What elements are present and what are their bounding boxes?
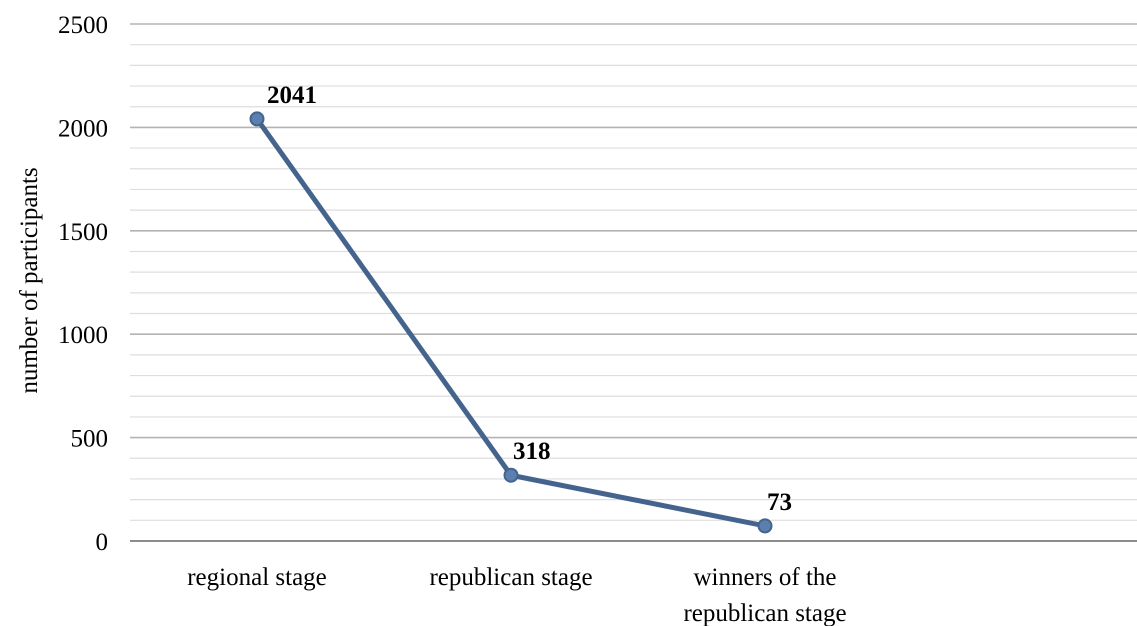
series-line-path <box>254 116 768 529</box>
y-axis-tick-labels: 0 500 1000 1500 2000 2500 <box>58 12 108 556</box>
data-value-label: 73 <box>767 489 792 516</box>
x-category-label: republican stage <box>429 564 592 591</box>
x-category-label-line: regional stage <box>187 564 327 591</box>
y-tick-label: 2500 <box>58 12 108 39</box>
x-axis-category-labels: regional stage republican stage winners of… <box>187 564 846 626</box>
data-labels: 2041 318 73 <box>267 82 792 516</box>
y-tick-label: 1000 <box>58 322 108 349</box>
data-value-label: 2041 <box>267 82 317 109</box>
x-category-label-line: winners of the <box>693 564 836 591</box>
y-tick-label: 500 <box>71 426 109 453</box>
x-category-label: winners of the republican stage <box>683 564 846 626</box>
x-category-label: regional stage <box>187 564 327 591</box>
y-tick-label: 2000 <box>58 115 108 142</box>
y-tick-label: 0 <box>96 529 109 556</box>
series-markers <box>249 111 773 534</box>
major-gridlines <box>130 23 1137 542</box>
minor-gridlines <box>130 44 1137 521</box>
data-point-marker <box>757 518 773 534</box>
series-line <box>254 116 768 529</box>
x-category-label-line: republican stage <box>683 600 846 626</box>
data-value-label: 318 <box>513 438 551 465</box>
x-category-label-line: republican stage <box>429 564 592 591</box>
y-tick-label: 1500 <box>58 219 108 246</box>
data-point-marker <box>249 111 265 127</box>
data-point-marker <box>503 467 519 483</box>
y-axis-title: number of participants <box>16 167 43 393</box>
